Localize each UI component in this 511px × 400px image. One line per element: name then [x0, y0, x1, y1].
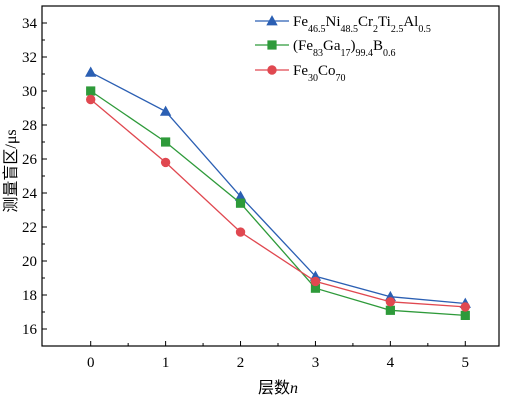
legend-label-subscript: 99.4: [356, 48, 374, 59]
data-point: [460, 310, 470, 321]
data-point: [235, 227, 246, 237]
legend-label: Fe46.5Ni48.5Cr2Ti2.5Al0.5: [293, 14, 431, 35]
legend-label-subscript: 2: [373, 24, 378, 35]
data-point: [385, 297, 396, 307]
series-line: [90, 71, 466, 305]
series-layer: [85, 66, 471, 321]
legend-label-subscript: 70: [336, 73, 346, 84]
legend-label-part: Ti: [378, 14, 391, 30]
data-point: [160, 157, 171, 168]
legend-label-part: Ga: [323, 38, 341, 54]
x-tick-label: 4: [387, 355, 395, 371]
y-tick-label: 20: [22, 254, 37, 270]
legend-label-part: Ni: [326, 14, 341, 30]
legend-label-subscript: 17: [341, 48, 351, 59]
series-1: [85, 66, 471, 308]
x-tick-label: 5: [462, 355, 470, 371]
y-tick-label: 26: [22, 152, 38, 168]
x-tick-label: 3: [312, 355, 320, 371]
legend-entry-2: (Fe83Ga17)99.4B0.6: [255, 38, 396, 59]
legend-label-part: ): [351, 38, 356, 54]
series-line: [90, 90, 466, 317]
data-point: [85, 94, 96, 105]
x-tick-label: 1: [162, 355, 170, 371]
y-tick-label: 22: [22, 220, 37, 236]
legend-marker: [266, 15, 278, 26]
legend-label-subscript: 30: [308, 73, 318, 84]
data-point: [310, 276, 321, 287]
legend-label-subscript: 2.5: [391, 24, 404, 35]
legend-label-subscript: 0.5: [418, 24, 431, 35]
y-tick-label: 24: [22, 186, 38, 202]
legend-entry-1: Fe46.5Ni48.5Cr2Ti2.5Al0.5: [255, 14, 431, 35]
data-point: [159, 105, 172, 116]
x-axis-label-variable: n: [290, 380, 298, 397]
y-tick-label: 32: [22, 50, 37, 66]
legend-label-part: Cr: [358, 14, 373, 30]
y-tick-label: 28: [22, 118, 37, 134]
legend-label-part: Co: [318, 63, 336, 79]
y-tick-label: 16: [22, 322, 38, 338]
y-tick-label: 30: [22, 84, 37, 100]
legend-marker: [267, 40, 277, 50]
legend-label-subscript: 48.5: [341, 24, 359, 35]
series-2: [86, 86, 470, 321]
legend-label: (Fe83Ga17)99.4B0.6: [293, 38, 396, 59]
x-tick-label: 0: [87, 355, 95, 371]
legend-label: Fe30Co70: [293, 63, 346, 84]
x-tick-label: 2: [237, 355, 245, 371]
y-tick-label: 18: [22, 288, 37, 304]
plot-frame: [41, 5, 500, 347]
series-3: [85, 94, 470, 312]
data-point: [385, 305, 395, 315]
legend-label-part: Fe: [293, 14, 308, 30]
legend-label-part: Fe: [293, 63, 308, 79]
data-point: [460, 302, 470, 312]
data-point: [85, 66, 97, 77]
x-axis-label: 层数n: [258, 379, 298, 397]
legend-entry-3: Fe30Co70: [255, 63, 346, 84]
data-point: [161, 137, 171, 147]
legend-label-part: B: [373, 38, 383, 54]
legend-label-subscript: 83: [313, 48, 323, 59]
y-axis-label: 测量盲区/μs: [2, 129, 20, 212]
legend-label-part: Al: [403, 14, 418, 30]
x-axis-label-text: 层数: [258, 379, 290, 397]
legend-label-subscript: 0.6: [383, 48, 396, 59]
legend-label-subscript: 46.5: [308, 24, 326, 35]
y-tick-label: 34: [22, 16, 38, 32]
data-point: [86, 86, 96, 96]
legend: Fe46.5Ni48.5Cr2Ti2.5Al0.5(Fe83Ga17)99.4B…: [255, 14, 431, 84]
data-point: [235, 198, 246, 208]
series-line: [90, 99, 466, 308]
legend-label-part: (Fe: [293, 38, 313, 54]
legend-marker: [267, 65, 277, 75]
